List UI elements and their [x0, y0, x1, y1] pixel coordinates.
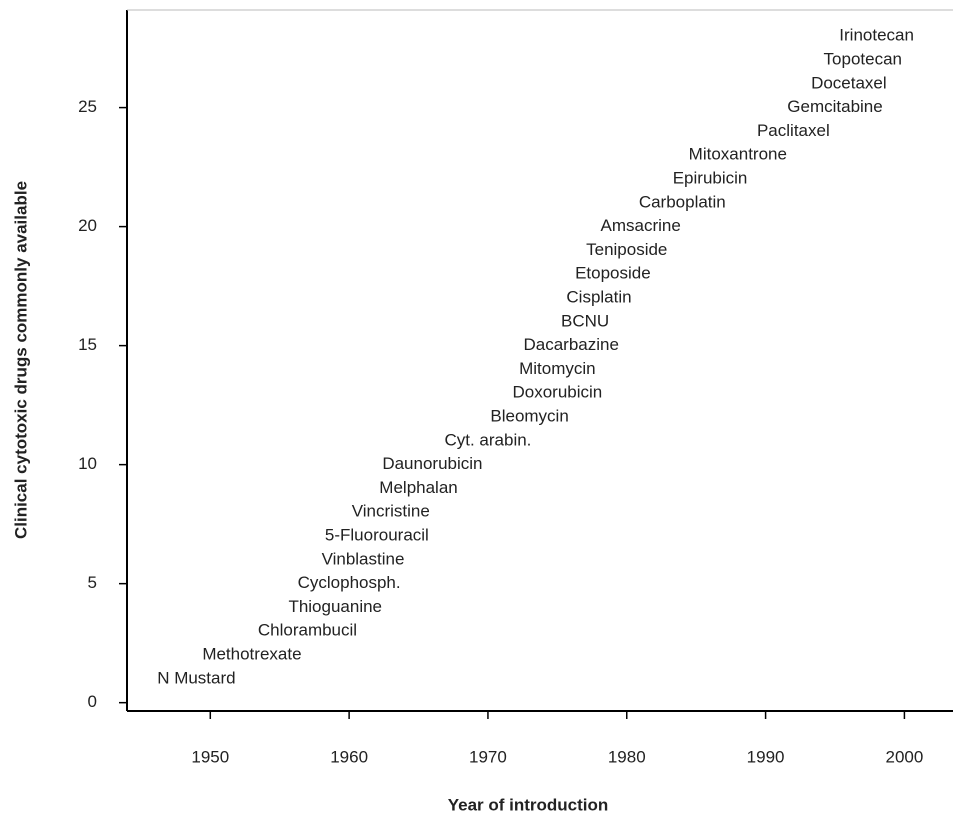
y-tick-label: 0 [88, 692, 97, 711]
drug-label: Paclitaxel [757, 121, 830, 140]
drug-label: Cyt. arabin. [444, 430, 531, 449]
y-tick-label: 10 [78, 454, 97, 473]
y-tick-label: 25 [78, 97, 97, 116]
drug-label: 5-Fluorouracil [325, 526, 429, 545]
drug-label: Docetaxel [811, 73, 887, 92]
drug-label: Topotecan [824, 49, 902, 68]
drug-label: Mitoxantrone [689, 145, 787, 164]
drug-label: Carboplatin [639, 192, 726, 211]
x-axis-title: Year of introduction [448, 795, 609, 814]
drug-label: Vinblastine [322, 549, 405, 568]
y-tick-label: 15 [78, 335, 97, 354]
x-tick-label: 1960 [330, 747, 368, 766]
drug-label: Dacarbazine [524, 335, 619, 354]
drug-label: Methotrexate [202, 645, 301, 664]
drug-label: Cisplatin [566, 288, 631, 307]
drug-label: Teniposide [586, 240, 667, 259]
x-tick-label: 1980 [608, 747, 646, 766]
drug-label: Etoposide [575, 264, 651, 283]
x-tick-label: 2000 [885, 747, 923, 766]
x-tick-label: 1950 [191, 747, 229, 766]
drug-label: Cyclophosph. [298, 573, 401, 592]
drug-label: Amsacrine [600, 216, 680, 235]
drug-label: BCNU [561, 311, 609, 330]
drug-label: Melphalan [379, 478, 457, 497]
drug-label: Daunorubicin [382, 454, 482, 473]
drug-label: Irinotecan [839, 26, 914, 45]
y-tick-label: 20 [78, 216, 97, 235]
drug-label: Gemcitabine [787, 97, 882, 116]
drug-label: N Mustard [157, 668, 235, 687]
drug-label: Doxorubicin [512, 383, 602, 402]
drug-label: Chlorambucil [258, 621, 357, 640]
drug-label: Mitomycin [519, 359, 596, 378]
y-tick-label: 5 [88, 573, 97, 592]
y-axis-title: Clinical cytotoxic drugs commonly availa… [11, 181, 30, 539]
x-tick-label: 1990 [747, 747, 785, 766]
drug-label: Vincristine [352, 502, 430, 521]
x-tick-label: 1970 [469, 747, 507, 766]
drug-label: Thioguanine [288, 597, 382, 616]
drug-label: Epirubicin [673, 168, 748, 187]
drug-label: Bleomycin [490, 407, 568, 426]
